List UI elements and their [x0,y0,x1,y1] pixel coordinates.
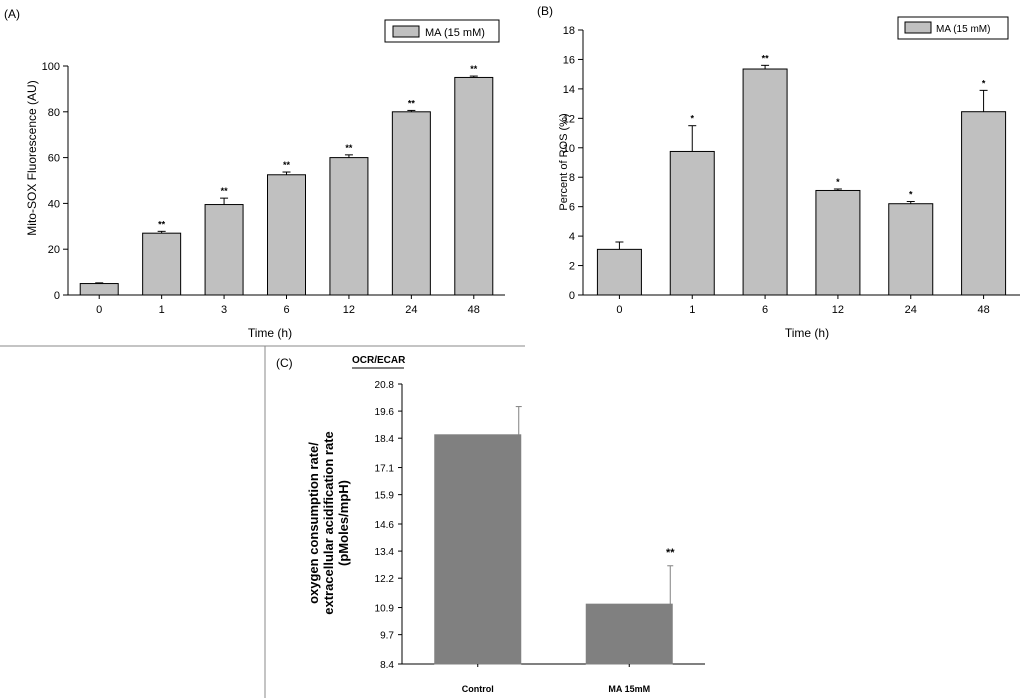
significance-label: * [982,78,986,88]
legend-label: MA (15 mM) [425,27,485,39]
panel-c-title: OCR/ECAR [352,355,406,366]
bar [79,283,119,296]
y-tick-label: 0 [569,290,575,302]
x-tick-label: 0 [96,304,102,316]
significance-label: ** [283,160,291,170]
y-tick-label: 19.6 [375,407,395,418]
panel-c-label: (C) [276,356,293,370]
significance-label: ** [470,64,478,74]
legend-label: MA (15 mM) [936,24,990,35]
y-tick-label: 2 [569,261,575,273]
x-tick-label: 3 [221,304,227,316]
y-tick-label: 14.6 [375,520,395,531]
significance-label: ** [221,186,229,196]
bar [888,203,934,296]
x-tick-label: Control [462,684,494,694]
legend-swatch [904,21,932,34]
significance-label: ** [408,98,416,108]
bar [596,248,642,296]
y-tick-label: 12 [563,113,575,125]
bar [815,189,861,296]
bar [434,434,522,665]
panel-b-ylabel: Percent of ROS (%) [558,113,570,210]
y-tick-label: 8.4 [380,660,394,671]
significance-label: * [909,190,913,200]
panel-a-label: (A) [4,7,20,21]
ylabel-line-2: extracellular acidification rate [321,431,336,615]
panel-b-label: (B) [537,4,553,18]
y-tick-label: 80 [48,107,60,119]
y-tick-label: 40 [48,198,60,210]
y-tick-label: 16 [563,54,575,66]
y-tick-label: 6 [569,202,575,214]
y-tick-label: 8 [569,172,575,184]
bar [329,157,369,296]
y-tick-label: 9.7 [380,631,394,642]
y-tick-label: 100 [42,61,60,73]
y-tick-label: 12.2 [375,574,395,585]
significance-label: * [836,177,840,187]
ylabel-line-3: (pMoles/mpH) [336,480,351,566]
y-tick-label: 20.8 [375,380,395,391]
significance-label: ** [158,219,166,229]
panel-b-xlabel: Time (h) [785,326,829,340]
y-tick-label: 18.4 [375,434,395,445]
x-tick-label: 12 [832,304,844,316]
panel-c-ylabel: oxygen consumption rate/ extracellular a… [306,431,351,615]
significance-label: ** [762,53,770,63]
y-tick-label: 14 [563,84,575,96]
panel-a-xlabel: Time (h) [248,326,292,340]
x-tick-label: 48 [977,304,989,316]
bar [142,232,182,296]
bar [669,150,715,296]
x-tick-label: 6 [762,304,768,316]
x-tick-label: 0 [616,304,622,316]
significance-label: ** [345,143,353,153]
bar [454,76,494,296]
panel-b-legend: MA (15 mM) [897,16,1009,40]
y-tick-label: 15.9 [375,491,395,502]
y-tick-label: 10.9 [375,604,395,615]
y-tick-label: 4 [569,231,575,243]
y-tick-label: 13.4 [375,547,395,558]
x-tick-label: 24 [405,304,417,316]
significance-label: * [690,114,694,124]
y-tick-label: 10 [563,143,575,155]
x-tick-label: 1 [159,304,165,316]
bar [391,111,431,296]
x-tick-label: 6 [283,304,289,316]
bar [961,111,1007,296]
panel-a-ylabel: Mito-SOX Fluorescence (AU) [25,80,39,235]
x-tick-label: 24 [905,304,917,316]
bar [742,68,788,296]
bar [204,204,244,296]
bar [267,174,306,296]
x-tick-label: 1 [689,304,695,316]
y-tick-label: 18 [563,25,575,37]
chart-panel-a: (A) MA (15 mM) Time (h) Mito-SOX Fluores… [4,7,505,340]
x-tick-label: MA 15mM [608,684,650,694]
x-tick-label: 12 [343,304,355,316]
x-tick-label: 48 [468,304,480,316]
chart-panel-c: (C) OCR/ECAR oxygen consumption rate/ ex… [276,355,705,694]
y-tick-label: 17.1 [375,464,395,475]
chart-panel-b: (B) MA (15 mM) Time (h) Percent of ROS (… [537,4,1020,340]
y-tick-label: 0 [54,290,60,302]
legend-swatch [392,25,420,38]
ylabel-line-1: oxygen consumption rate/ [306,442,321,604]
panel-a-legend: MA (15 mM) [384,19,500,43]
bar [585,603,673,665]
y-tick-label: 20 [48,244,60,256]
significance-label: ** [666,547,675,559]
y-tick-label: 60 [48,153,60,165]
